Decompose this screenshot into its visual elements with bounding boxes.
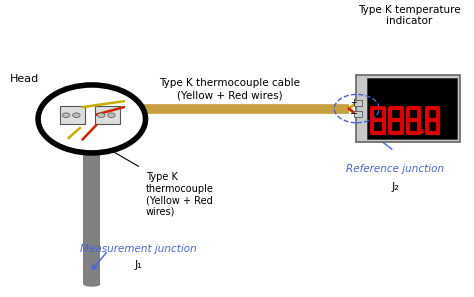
FancyBboxPatch shape <box>83 153 100 285</box>
Circle shape <box>108 113 115 118</box>
FancyBboxPatch shape <box>354 111 362 117</box>
Text: Type K
thermocouple
(Yellow + Red
wires): Type K thermocouple (Yellow + Red wires) <box>146 172 213 217</box>
Circle shape <box>38 85 146 153</box>
Text: Red: Red <box>94 108 107 115</box>
Text: J₂: J₂ <box>392 182 400 192</box>
Text: Measurement junction: Measurement junction <box>80 244 197 254</box>
Text: Yel: Yel <box>86 103 96 109</box>
Text: (Yellow + Red wires): (Yellow + Red wires) <box>177 90 283 100</box>
Text: J₁: J₁ <box>135 260 142 270</box>
FancyBboxPatch shape <box>354 100 362 106</box>
FancyBboxPatch shape <box>356 75 460 142</box>
Text: Type K thermocouple cable: Type K thermocouple cable <box>159 78 300 89</box>
Text: Type K temperature: Type K temperature <box>358 4 461 15</box>
Text: indicator: indicator <box>386 16 433 26</box>
FancyBboxPatch shape <box>95 106 120 124</box>
Text: −: − <box>350 109 358 119</box>
Text: Yel: Yel <box>82 120 92 126</box>
FancyBboxPatch shape <box>366 78 457 139</box>
FancyBboxPatch shape <box>60 106 85 124</box>
Circle shape <box>63 113 70 118</box>
Circle shape <box>98 113 105 118</box>
Text: +: + <box>350 98 357 107</box>
Ellipse shape <box>83 282 100 287</box>
Circle shape <box>73 113 80 118</box>
Text: Head: Head <box>10 74 39 84</box>
Text: Reference junction: Reference junction <box>346 164 445 174</box>
Text: Red: Red <box>94 125 107 131</box>
